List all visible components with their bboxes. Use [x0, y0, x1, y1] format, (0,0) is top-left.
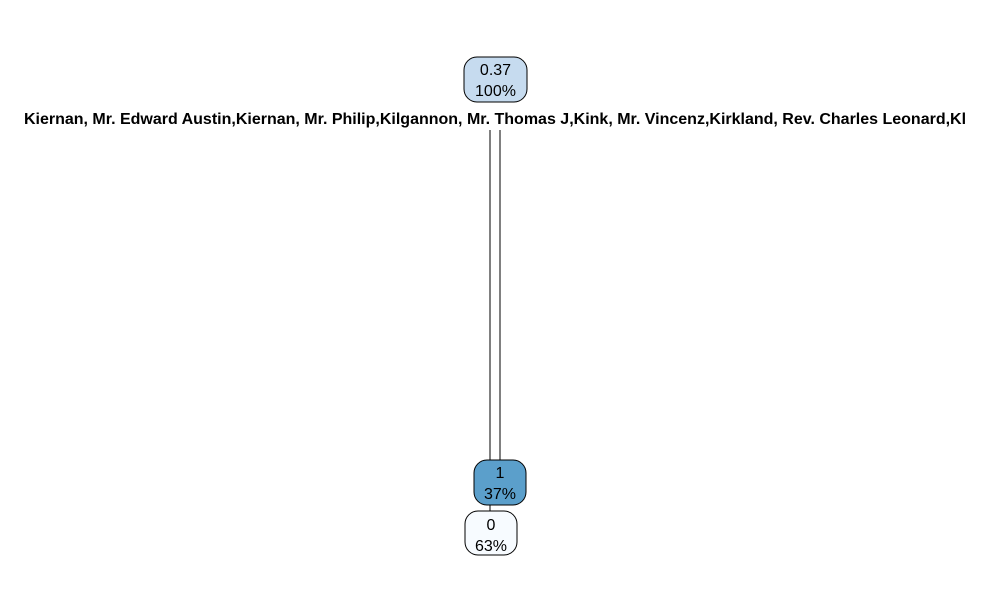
left-leaf-node: 0 63%: [464, 510, 518, 556]
root-percent: 100%: [475, 83, 516, 100]
root-node: 0.37 100%: [463, 56, 528, 103]
right-leaf-node: 1 37%: [473, 459, 527, 506]
left-leaf-box: [464, 510, 518, 556]
root-value: 0.37: [480, 62, 511, 79]
left-leaf-percent: 63%: [475, 538, 507, 555]
split-condition-label: Kiernan, Mr. Edward Austin,Kiernan, Mr. …: [24, 111, 966, 128]
root-node-box: [463, 56, 528, 103]
right-leaf-value: 1: [496, 465, 505, 482]
right-leaf-percent: 37%: [484, 486, 516, 503]
left-leaf-value: 0: [487, 517, 496, 534]
right-leaf-box: [473, 459, 527, 506]
